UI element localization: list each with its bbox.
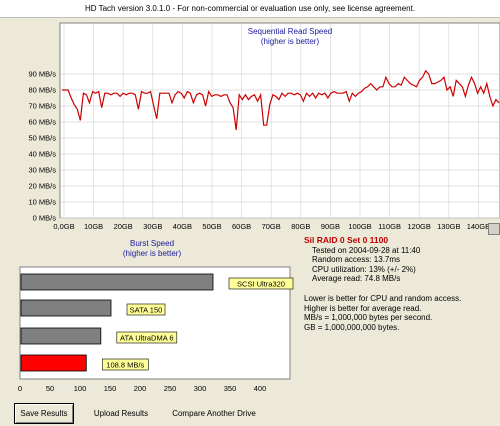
x-tick-label: 60GB xyxy=(232,222,251,231)
save-results-button[interactable]: Save Results xyxy=(14,403,74,424)
burst-x-tick: 300 xyxy=(194,384,207,393)
x-tick-label: 50GB xyxy=(202,222,221,231)
average-read: Average read: 74.8 MB/s xyxy=(312,274,401,284)
drive-name: Sil RAID 0 Set 0 1100 xyxy=(304,235,389,245)
window-title: HD Tach version 3.0.1.0 - For non-commer… xyxy=(0,0,500,18)
read-speed-line xyxy=(62,69,500,131)
burst-x-tick: 50 xyxy=(46,384,54,393)
burst-x-tick: 200 xyxy=(134,384,147,393)
burst-speed-chart: Burst Speed (higher is better) SCSI Ultr… xyxy=(0,236,300,398)
x-tick-label: 0,0GB xyxy=(53,222,74,231)
burst-x-tick: 350 xyxy=(224,384,237,393)
compare-drive-button[interactable]: Compare Another Drive xyxy=(168,403,260,424)
x-tick-label: 110GB xyxy=(378,222,401,231)
sequential-read-chart: Sequential Read Speed (higher is better)… xyxy=(0,19,500,236)
burst-bar-label: SATA 150 xyxy=(130,306,163,315)
note-higher-better: Higher is better for average read. xyxy=(304,303,422,313)
y-tick-label: 20 MB/s xyxy=(28,182,56,191)
y-tick-label: 40 MB/s xyxy=(28,150,56,159)
y-tick-label: 30 MB/s xyxy=(28,166,56,175)
x-tick-label: 100GB xyxy=(348,222,371,231)
results-info-panel: Sil RAID 0 Set 0 1100 Tested on 2004-09-… xyxy=(304,235,500,398)
x-tick-label: 20GB xyxy=(114,222,133,231)
y-tick-label: 90 MB/s xyxy=(28,70,56,79)
burst-speed-panel: Burst Speed (higher is better) SCSI Ultr… xyxy=(0,236,300,398)
y-tick-label: 80 MB/s xyxy=(28,86,56,95)
note-lower-better: Lower is better for CPU and random acces… xyxy=(304,293,462,303)
y-tick-label: 70 MB/s xyxy=(28,102,56,111)
random-access: Random access: 13.7ms xyxy=(312,255,401,265)
burst-bar xyxy=(20,273,214,291)
upload-results-label: Upload Results xyxy=(93,409,149,418)
y-tick-label: 60 MB/s xyxy=(28,118,56,127)
x-tick-label: 140GB xyxy=(467,222,490,231)
burst-subtitle: (higher is better) xyxy=(123,249,182,258)
tested-date: Tested on 2004-09-28 at 11:40 xyxy=(312,245,421,255)
burst-bar xyxy=(20,299,112,317)
burst-x-tick: 100 xyxy=(74,384,87,393)
x-tick-label: 30GB xyxy=(143,222,162,231)
burst-label-box xyxy=(126,303,166,316)
chart-subtitle: (higher is better) xyxy=(261,37,320,46)
burst-bar xyxy=(20,327,102,345)
burst-label-box xyxy=(116,331,178,344)
burst-bar-label: SCSI Ultra320 xyxy=(237,280,285,289)
burst-x-tick: 150 xyxy=(104,384,117,393)
compare-drive-label: Compare Another Drive xyxy=(172,409,256,418)
x-tick-label: 90GB xyxy=(321,222,340,231)
button-bar: Save Results Upload Results Compare Anot… xyxy=(0,400,500,426)
scroll-button[interactable] xyxy=(488,223,500,235)
x-tick-label: 40GB xyxy=(173,222,192,231)
x-tick-label: 10GB xyxy=(84,222,103,231)
cpu-utilization: CPU utilization: 13% (+/- 2%) xyxy=(312,264,416,274)
x-tick-label: 70GB xyxy=(262,222,281,231)
note-gb: GB = 1,000,000,000 bytes. xyxy=(304,322,400,332)
burst-x-tick: 0 xyxy=(18,384,22,393)
y-tick-label: 0 MB/s xyxy=(33,214,57,223)
burst-bar-label: 108.8 MB/s xyxy=(106,361,144,370)
save-results-label: Save Results xyxy=(20,409,68,418)
burst-bar-label: ATA UltraDMA 6 xyxy=(120,334,174,343)
burst-label-box xyxy=(228,277,294,290)
upload-results-button[interactable]: Upload Results xyxy=(88,403,154,424)
note-mbs: MB/s = 1,000,000 bytes per second. xyxy=(304,313,433,323)
burst-bar xyxy=(20,354,87,372)
burst-x-tick: 250 xyxy=(164,384,177,393)
sequential-read-panel: Sequential Read Speed (higher is better)… xyxy=(0,19,500,236)
x-tick-label: 80GB xyxy=(291,222,310,231)
plot-area xyxy=(59,22,500,219)
x-tick-label: 130GB xyxy=(437,222,460,231)
burst-title: Burst Speed xyxy=(130,239,174,248)
burst-label-box xyxy=(101,358,149,371)
burst-x-tick: 400 xyxy=(254,384,267,393)
x-tick-label: 120GB xyxy=(408,222,431,231)
y-tick-label: 10 MB/s xyxy=(28,198,56,207)
y-tick-label: 50 MB/s xyxy=(28,134,56,143)
chart-title: Sequential Read Speed xyxy=(248,27,333,36)
